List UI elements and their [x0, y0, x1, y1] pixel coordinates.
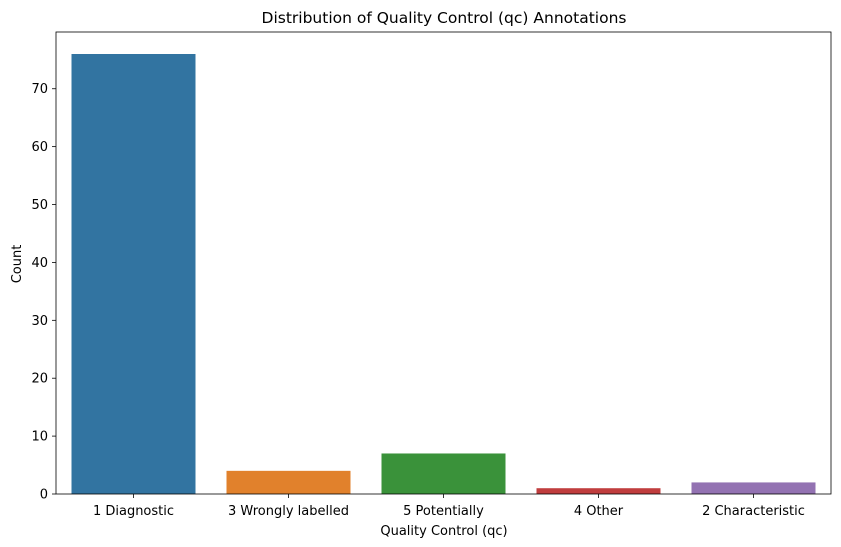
chart-title: Distribution of Quality Control (qc) Ann… — [262, 9, 627, 27]
y-tick-label: 60 — [31, 140, 48, 155]
x-tick-label: 4 Other — [574, 504, 624, 519]
y-tick-label: 40 — [31, 256, 48, 271]
y-tick-label: 0 — [40, 488, 48, 503]
y-axis-label: Count — [10, 245, 25, 284]
x-tick-label: 2 Characteristic — [702, 504, 805, 519]
x-axis-ticks: 1 Diagnostic 3 Wrongly labelled 5 Potentia… — [93, 494, 805, 519]
bar-2 — [226, 470, 351, 494]
y-tick-label: 70 — [31, 82, 48, 97]
bar-5 — [691, 482, 816, 494]
y-tick-label: 20 — [31, 372, 48, 387]
bar-3 — [381, 453, 506, 494]
bars — [71, 54, 816, 494]
x-tick-label: 3 Wrongly labelled — [228, 504, 349, 519]
y-tick-label: 10 — [31, 430, 48, 445]
bar-4 — [536, 488, 661, 494]
y-tick-label: 30 — [31, 314, 48, 329]
plot-area-frame — [55, 31, 832, 495]
x-tick-label: 5 Potentially — [403, 504, 484, 519]
x-axis-label: Quality Control (qc) — [380, 524, 507, 539]
y-axis-ticks: 0 10 20 30 40 50 60 70 — [31, 82, 56, 503]
bar-1 — [71, 54, 196, 494]
x-tick-label: 1 Diagnostic — [93, 504, 174, 519]
y-tick-label: 50 — [31, 198, 48, 213]
